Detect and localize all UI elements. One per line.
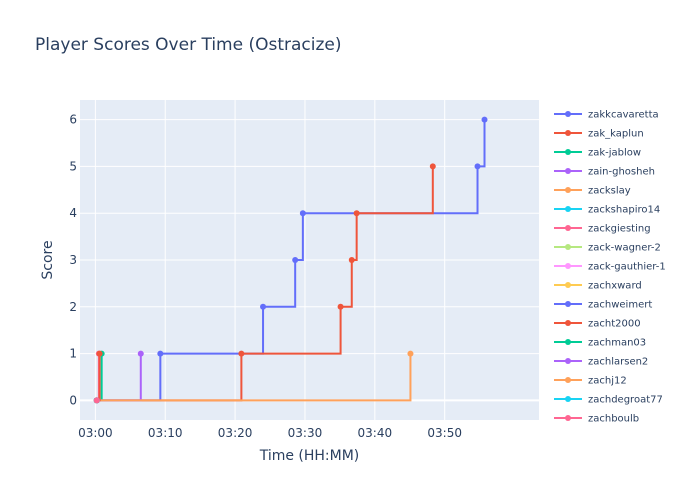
legend-swatch-marker — [565, 130, 571, 136]
legend-label: zachman03 — [588, 338, 646, 349]
x-tick-label: 03:20 — [218, 426, 253, 440]
legend-swatch-marker — [565, 415, 571, 421]
legend-swatch-marker — [565, 111, 571, 117]
legend-label: zachboulb — [588, 414, 639, 425]
data-point — [260, 303, 267, 310]
legend-swatch-marker — [565, 396, 571, 402]
legend-label: zakkcavaretta — [588, 110, 659, 121]
x-axis-title: Time (HH:MM) — [259, 448, 360, 464]
y-tick-label: 6 — [69, 113, 77, 127]
legend-item[interactable]: zackgiesting — [554, 224, 651, 235]
y-tick-label: 1 — [69, 347, 77, 361]
x-tick-label: 03:10 — [148, 426, 183, 440]
x-tick-label: 03:50 — [427, 426, 462, 440]
legend-swatch-marker — [565, 377, 571, 383]
legend-item[interactable]: zachboulb — [554, 414, 639, 425]
legend-item[interactable]: zachman03 — [554, 338, 646, 349]
y-tick-label: 0 — [69, 393, 77, 407]
legend-label: zachxward — [588, 281, 642, 292]
legend-item[interactable]: zachdegroat77 — [554, 395, 663, 406]
legend-label: zachlarsen2 — [588, 357, 648, 368]
data-point — [292, 257, 299, 263]
legend-label: zacht2000 — [588, 319, 641, 330]
legend-label: zackgiesting — [588, 224, 651, 235]
legend-swatch-marker — [565, 263, 571, 269]
data-point — [299, 210, 306, 217]
legend-item[interactable]: zackshapiro14 — [554, 205, 660, 216]
y-tick-labels: 0 1 2 3 4 5 6 — [69, 113, 77, 408]
legend-item[interactable]: zachweimert — [554, 300, 652, 311]
data-point — [481, 116, 488, 123]
data-point — [137, 350, 144, 357]
x-tick-label: 03:30 — [288, 426, 323, 440]
y-axis-title: Score — [40, 240, 56, 279]
data-point — [474, 163, 481, 170]
y-tick-label: 5 — [69, 159, 77, 173]
data-point — [348, 257, 355, 263]
legend-label: zachweimert — [588, 300, 652, 311]
legend-swatch-marker — [565, 187, 571, 193]
legend-swatch-marker — [565, 206, 571, 212]
legend-item[interactable]: zakkcavaretta — [554, 110, 659, 121]
data-point — [157, 350, 164, 357]
data-point — [353, 210, 360, 217]
legend-item[interactable]: zackslay — [554, 186, 631, 197]
legend-swatch-marker — [565, 225, 571, 231]
series-line — [96, 166, 434, 402]
legend-label: zackshapiro14 — [588, 205, 660, 216]
y-tick-label: 4 — [69, 206, 77, 220]
legend-item[interactable]: zachj12 — [554, 376, 627, 387]
legend-label: zack-gauthier-1 — [588, 262, 666, 273]
data-point — [407, 350, 414, 357]
legend-label: zak-jablow — [588, 148, 641, 159]
x-tick-labels: 03:00 03:10 03:20 03:30 03:40 03:50 — [78, 426, 462, 440]
legend-item[interactable]: zak-jablow — [554, 148, 641, 159]
data-point — [337, 303, 344, 310]
data-point — [429, 163, 436, 170]
legend-swatch-marker — [565, 339, 571, 345]
legend-swatch-marker — [565, 168, 571, 174]
series-line — [96, 353, 412, 402]
data-point — [238, 350, 245, 357]
legend-label: zain-ghosheh — [588, 167, 655, 178]
data-point — [93, 397, 100, 404]
x-tick-label: 03:00 — [78, 426, 113, 440]
series-zachboulb — [93, 397, 100, 404]
legend-item[interactable]: zack-gauthier-1 — [554, 262, 666, 273]
legend-label: zak_kaplun — [588, 129, 644, 140]
legend-item[interactable]: zacht2000 — [554, 319, 641, 330]
legend-item[interactable]: zack-wagner-2 — [554, 243, 661, 254]
legend-label: zachdegroat77 — [588, 395, 663, 406]
y-tick-label: 2 — [69, 300, 77, 314]
legend-swatch-marker — [565, 301, 571, 307]
legend-swatch-marker — [565, 358, 571, 364]
legend-item[interactable]: zak_kaplun — [554, 129, 644, 140]
legend-label: zachj12 — [588, 376, 627, 387]
legend-swatch-marker — [565, 320, 571, 326]
legend-label: zackslay — [588, 186, 631, 197]
chart-title: Player Scores Over Time (Ostracize) — [35, 35, 342, 55]
legend-items: zakkcavaretta zak_kaplun zak-jablow zain-gh… — [554, 110, 666, 425]
series-lines — [93, 116, 488, 404]
x-tick-label: 03:40 — [358, 426, 393, 440]
legend-label: zack-wagner-2 — [588, 243, 661, 254]
legend-item[interactable]: zachlarsen2 — [554, 357, 648, 368]
legend-swatch-marker — [565, 149, 571, 155]
legend-item[interactable]: zachxward — [554, 281, 642, 292]
legend-item[interactable]: zain-ghosheh — [554, 167, 655, 178]
legend-swatch-marker — [565, 244, 571, 250]
legend-swatch-marker — [565, 282, 571, 288]
legend[interactable]: zakkcavaretta zak_kaplun zak-jablow zain-gh… — [554, 110, 666, 425]
data-point — [96, 350, 103, 357]
y-tick-label: 3 — [69, 253, 77, 267]
